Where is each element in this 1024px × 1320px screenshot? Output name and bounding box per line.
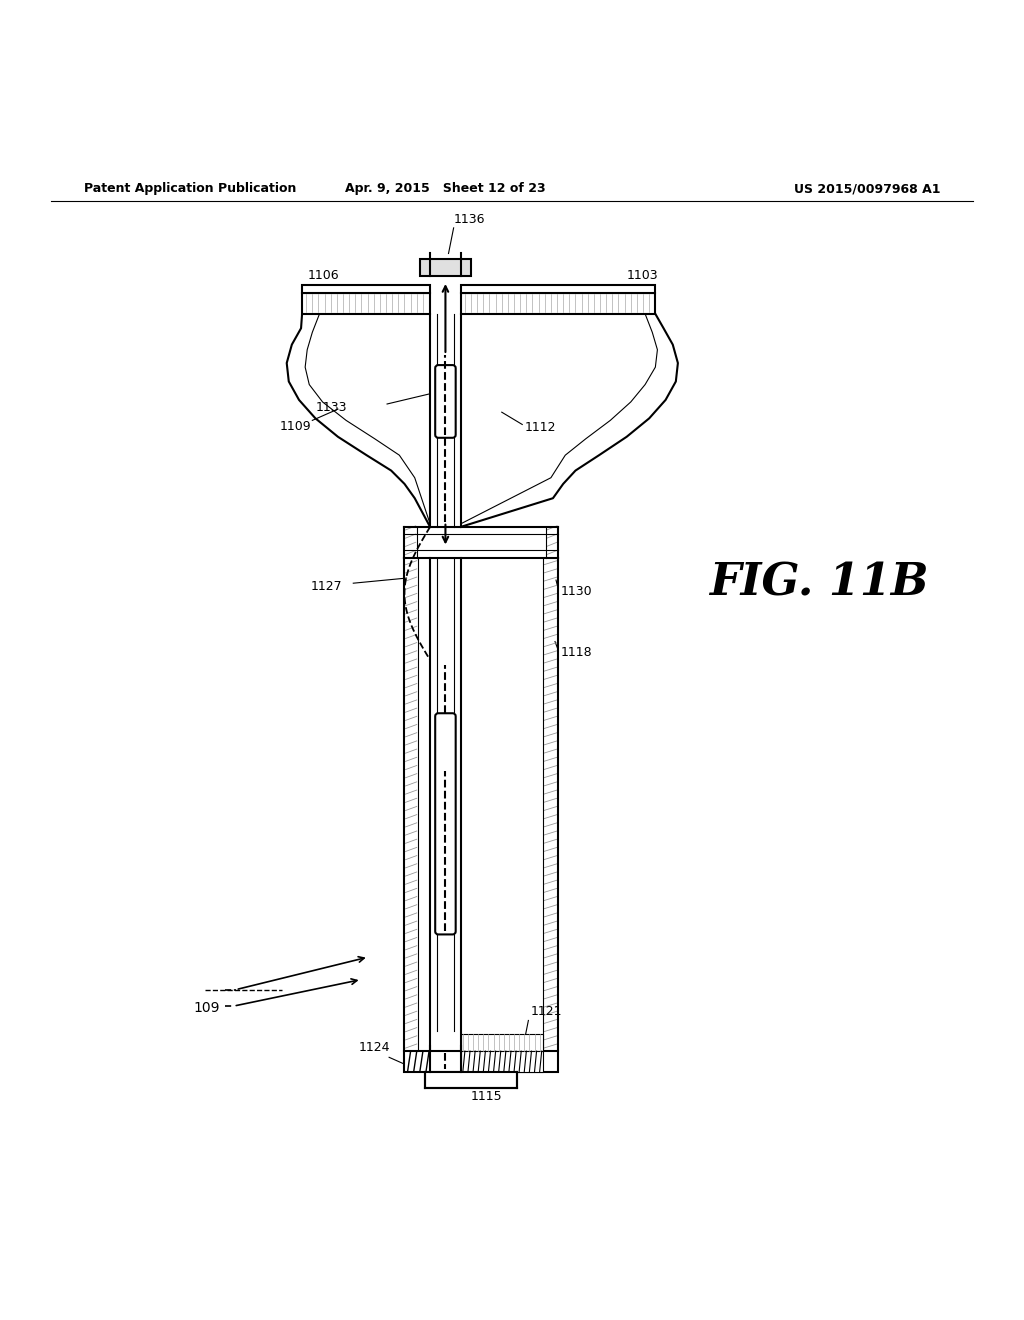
Text: Patent Application Publication: Patent Application Publication: [84, 182, 296, 195]
Text: 109: 109: [194, 1001, 220, 1015]
FancyBboxPatch shape: [435, 713, 456, 935]
FancyBboxPatch shape: [435, 366, 456, 438]
Bar: [425, 1072, 517, 1088]
Text: 1136: 1136: [454, 213, 485, 226]
Text: 1109: 1109: [280, 420, 311, 433]
Text: 1106: 1106: [307, 269, 339, 282]
Text: Apr. 9, 2015   Sheet 12 of 23: Apr. 9, 2015 Sheet 12 of 23: [345, 182, 546, 195]
Text: 1133: 1133: [315, 400, 347, 413]
Bar: [404, 1051, 558, 1072]
Bar: [420, 259, 471, 276]
Text: 1127: 1127: [310, 579, 342, 593]
Text: 1124: 1124: [358, 1041, 390, 1055]
Bar: [461, 293, 655, 314]
Text: US 2015/0097968 A1: US 2015/0097968 A1: [794, 182, 940, 195]
Text: FIG. 11B: FIG. 11B: [710, 562, 929, 605]
Bar: [302, 285, 430, 293]
Bar: [461, 1051, 543, 1072]
Text: 1103: 1103: [627, 269, 658, 282]
Bar: [461, 285, 655, 293]
Bar: [461, 1034, 543, 1051]
Text: 1121: 1121: [530, 1006, 562, 1019]
Text: 1112: 1112: [524, 421, 556, 434]
Bar: [302, 293, 430, 314]
Text: 1118: 1118: [561, 647, 593, 659]
Text: 1130: 1130: [561, 585, 593, 598]
Text: 1115: 1115: [471, 1090, 503, 1104]
